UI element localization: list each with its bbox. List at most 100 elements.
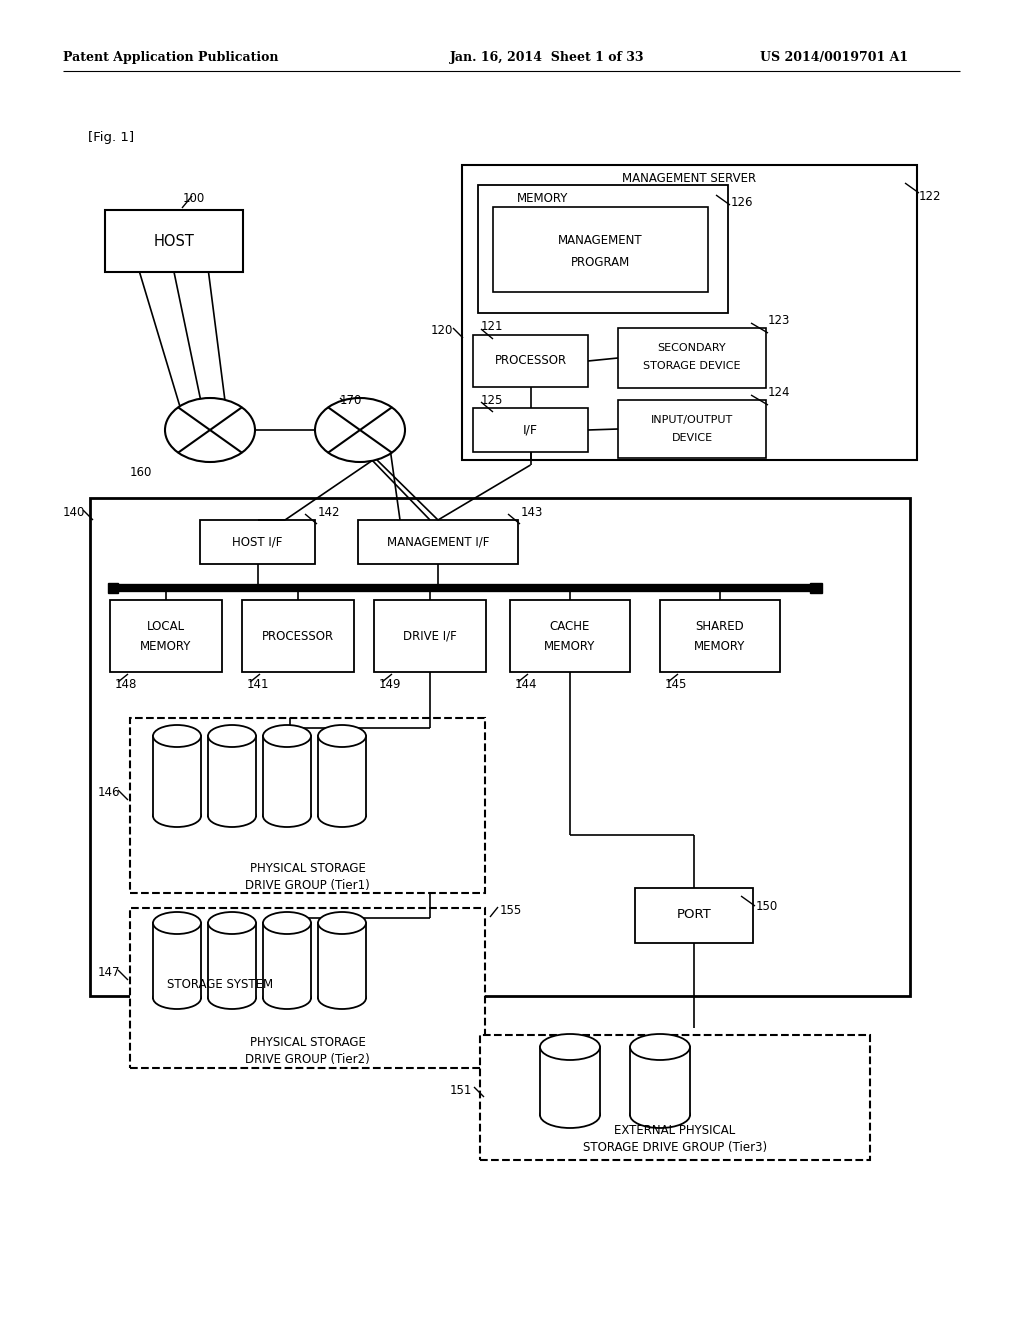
Text: [Fig. 1]: [Fig. 1] — [88, 132, 134, 144]
Bar — [318, 923, 366, 998]
Text: 100: 100 — [183, 191, 205, 205]
Ellipse shape — [263, 912, 311, 935]
Text: 122: 122 — [919, 190, 941, 203]
Bar — [510, 601, 630, 672]
Ellipse shape — [630, 1102, 690, 1129]
Text: Jan. 16, 2014  Sheet 1 of 33: Jan. 16, 2014 Sheet 1 of 33 — [450, 51, 644, 65]
Bar — [493, 207, 708, 292]
Text: 143: 143 — [521, 506, 544, 519]
Text: 160: 160 — [130, 466, 153, 479]
Text: INPUT/OUTPUT: INPUT/OUTPUT — [651, 414, 733, 425]
Text: HOST: HOST — [154, 234, 195, 248]
Ellipse shape — [208, 805, 256, 828]
Ellipse shape — [540, 1034, 600, 1060]
Bar — [130, 908, 485, 1068]
Bar — [208, 923, 256, 998]
Ellipse shape — [153, 987, 201, 1008]
Ellipse shape — [315, 399, 406, 462]
Text: 148: 148 — [115, 678, 137, 692]
Text: 126: 126 — [731, 197, 754, 210]
Bar — [810, 583, 822, 593]
Text: PROCESSOR: PROCESSOR — [262, 630, 334, 643]
Bar — [130, 718, 485, 894]
Text: US 2014/0019701 A1: US 2014/0019701 A1 — [760, 51, 908, 65]
Bar — [263, 737, 311, 816]
Text: 144: 144 — [515, 678, 538, 692]
Text: SHARED: SHARED — [695, 619, 744, 632]
Text: 150: 150 — [756, 899, 778, 912]
Bar — [153, 737, 201, 816]
Text: STORAGE DEVICE: STORAGE DEVICE — [643, 360, 740, 371]
Text: 147: 147 — [97, 966, 120, 979]
Text: 121: 121 — [481, 321, 504, 334]
Bar — [462, 165, 918, 459]
Text: 124: 124 — [768, 385, 791, 399]
Bar — [105, 210, 243, 272]
Text: LOCAL: LOCAL — [146, 619, 185, 632]
Bar — [358, 520, 518, 564]
Text: STORAGE SYSTEM: STORAGE SYSTEM — [167, 978, 273, 990]
Ellipse shape — [318, 725, 366, 747]
Bar — [108, 583, 118, 593]
Text: 146: 146 — [97, 787, 120, 800]
Bar — [208, 737, 256, 816]
Text: MANAGEMENT: MANAGEMENT — [558, 234, 643, 247]
Text: 170: 170 — [340, 393, 362, 407]
Ellipse shape — [540, 1102, 600, 1129]
Text: 125: 125 — [481, 393, 504, 407]
Text: PHYSICAL STORAGE: PHYSICAL STORAGE — [250, 1036, 366, 1049]
Text: MEMORY: MEMORY — [517, 191, 568, 205]
Text: 123: 123 — [768, 314, 791, 326]
Bar — [263, 923, 311, 998]
Bar — [153, 923, 201, 998]
Bar — [660, 601, 780, 672]
Bar — [618, 327, 766, 388]
Ellipse shape — [318, 987, 366, 1008]
Text: CACHE: CACHE — [550, 619, 590, 632]
Text: MEMORY: MEMORY — [694, 639, 745, 652]
Bar — [242, 601, 354, 672]
Ellipse shape — [153, 912, 201, 935]
Ellipse shape — [153, 725, 201, 747]
Ellipse shape — [263, 805, 311, 828]
Bar — [200, 520, 315, 564]
Ellipse shape — [165, 399, 255, 462]
Bar — [473, 408, 588, 451]
Text: PROCESSOR: PROCESSOR — [495, 355, 566, 367]
Bar — [473, 335, 588, 387]
Bar — [318, 737, 366, 816]
Text: 145: 145 — [665, 678, 687, 692]
Text: DRIVE GROUP (Tier1): DRIVE GROUP (Tier1) — [245, 879, 370, 891]
Bar — [635, 888, 753, 942]
Text: MANAGEMENT I/F: MANAGEMENT I/F — [387, 536, 489, 549]
Text: DRIVE GROUP (Tier2): DRIVE GROUP (Tier2) — [245, 1053, 370, 1067]
Ellipse shape — [318, 912, 366, 935]
Text: I/F: I/F — [523, 424, 538, 437]
Text: 151: 151 — [450, 1084, 472, 1097]
Text: 149: 149 — [379, 678, 401, 692]
Ellipse shape — [208, 912, 256, 935]
Text: DEVICE: DEVICE — [672, 433, 713, 444]
Ellipse shape — [263, 725, 311, 747]
Text: Patent Application Publication: Patent Application Publication — [63, 51, 279, 65]
Bar — [540, 1047, 600, 1115]
Ellipse shape — [153, 805, 201, 828]
Text: PHYSICAL STORAGE: PHYSICAL STORAGE — [250, 862, 366, 874]
Bar — [480, 1035, 870, 1160]
Text: STORAGE DRIVE GROUP (Tier3): STORAGE DRIVE GROUP (Tier3) — [583, 1142, 767, 1155]
Text: MEMORY: MEMORY — [545, 639, 596, 652]
Text: 141: 141 — [247, 678, 269, 692]
Ellipse shape — [630, 1034, 690, 1060]
Text: MANAGEMENT SERVER: MANAGEMENT SERVER — [623, 173, 757, 186]
Text: DRIVE I/F: DRIVE I/F — [403, 630, 457, 643]
Text: PROGRAM: PROGRAM — [570, 256, 630, 268]
Ellipse shape — [208, 987, 256, 1008]
Ellipse shape — [318, 805, 366, 828]
Text: HOST I/F: HOST I/F — [232, 536, 283, 549]
Text: EXTERNAL PHYSICAL: EXTERNAL PHYSICAL — [614, 1123, 735, 1137]
Bar — [630, 1047, 690, 1115]
Text: 120: 120 — [431, 323, 453, 337]
Text: 142: 142 — [318, 506, 341, 519]
Ellipse shape — [208, 725, 256, 747]
Bar — [90, 498, 910, 997]
